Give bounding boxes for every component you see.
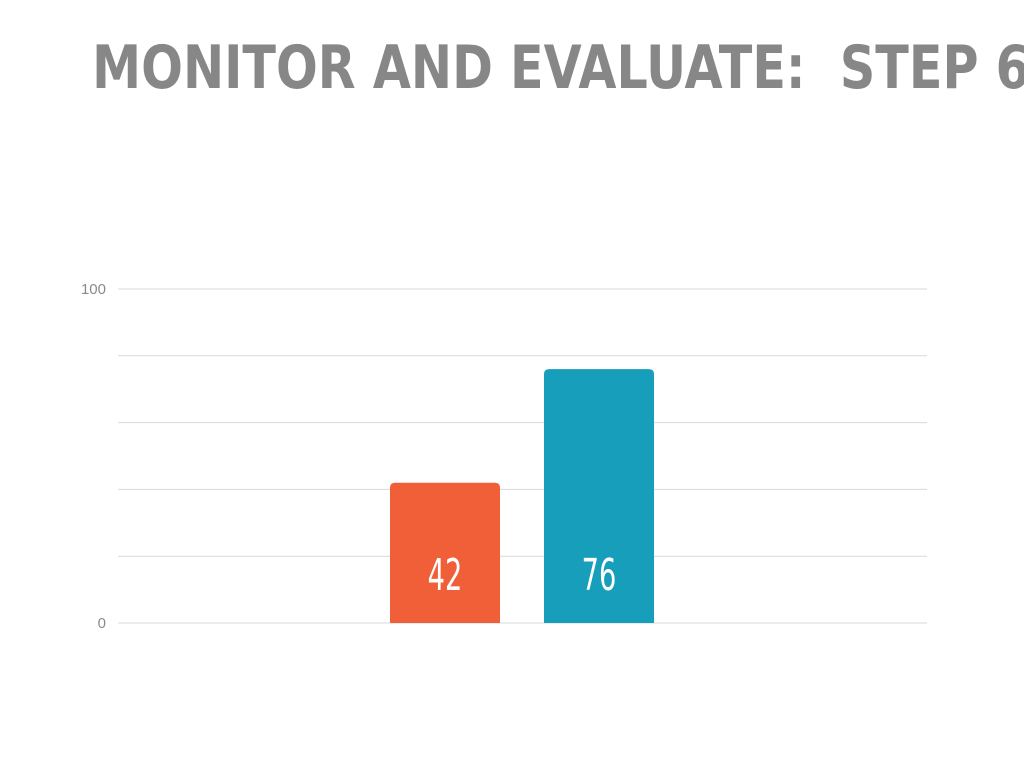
bar (390, 482, 500, 623)
bar-value-label: 42 (428, 549, 463, 601)
y-tick-label: 100 (81, 281, 106, 298)
y-tick-label: 0 (98, 615, 106, 632)
y-axis-ticks: 0 100 (81, 281, 106, 632)
bar (544, 369, 654, 623)
bars: 42 76 (390, 369, 654, 623)
bar-value-label: 76 (582, 549, 617, 601)
gridlines (118, 288, 927, 624)
